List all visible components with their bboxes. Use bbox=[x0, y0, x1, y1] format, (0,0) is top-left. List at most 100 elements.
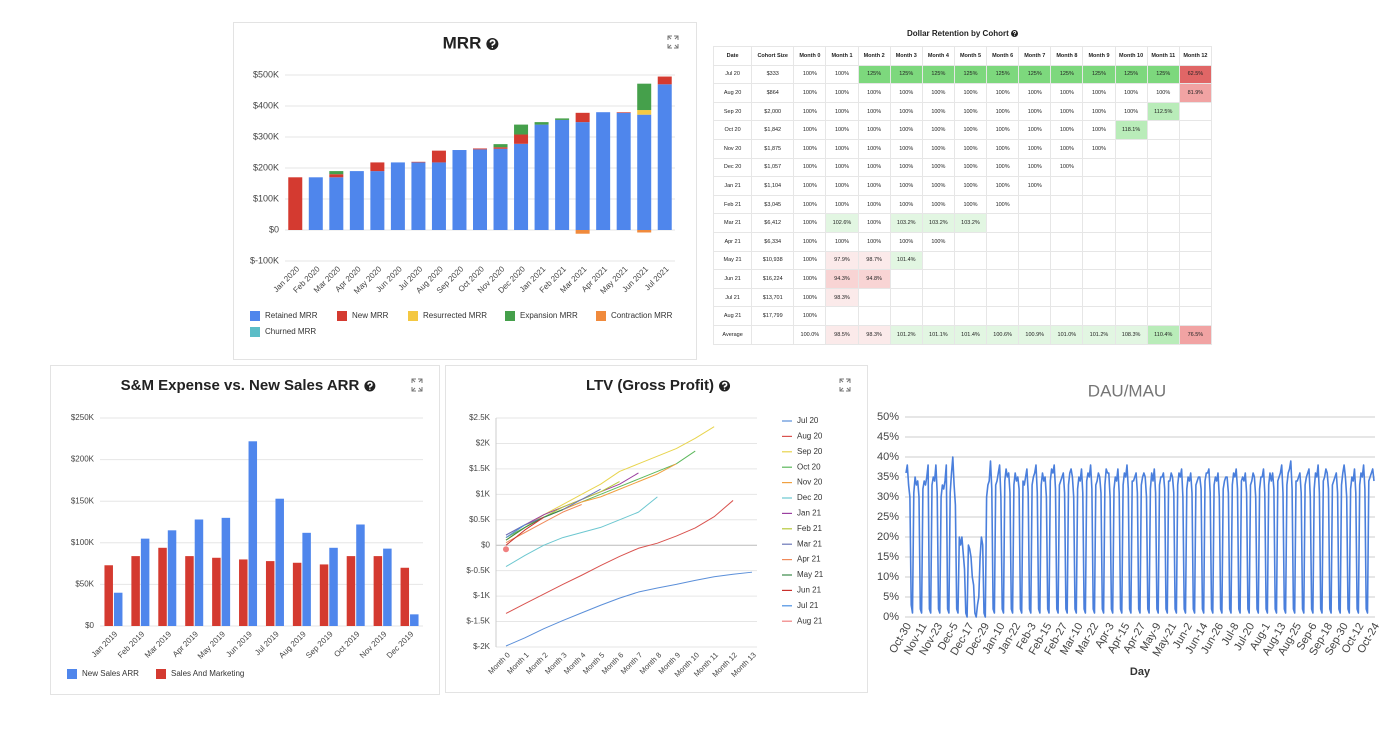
column-header: Month 9 bbox=[1082, 46, 1116, 66]
y-tick-label: 40% bbox=[877, 451, 899, 463]
legend-label: Expansion MRR bbox=[520, 311, 578, 320]
bar bbox=[275, 498, 284, 626]
expand-icon[interactable] bbox=[839, 378, 851, 392]
table-cell bbox=[1178, 138, 1213, 159]
bar-segment bbox=[390, 162, 405, 230]
bar-segment bbox=[514, 124, 529, 135]
legend-label: Sep 20 bbox=[797, 447, 823, 456]
table-cell: Jul 20 bbox=[712, 64, 753, 85]
bar bbox=[131, 556, 140, 626]
table-cell: 100% bbox=[986, 157, 1020, 178]
table-cell: 100% bbox=[921, 231, 955, 252]
table-cell: 100% bbox=[986, 176, 1020, 196]
bar-segment bbox=[637, 114, 652, 230]
bar bbox=[329, 547, 338, 626]
table-cell: 100% bbox=[1018, 101, 1052, 122]
table-cell: 100% bbox=[1082, 101, 1116, 122]
legend-label: Feb 21 bbox=[797, 524, 822, 533]
table-cell: 103.2% bbox=[921, 213, 955, 233]
table-cell: 125% bbox=[857, 64, 891, 85]
help-icon[interactable] bbox=[364, 380, 376, 392]
table-cell: 100% bbox=[1114, 83, 1148, 103]
table-cell: 100% bbox=[857, 231, 891, 252]
y-tick-label: 30% bbox=[877, 491, 899, 503]
table-cell bbox=[1050, 250, 1084, 271]
expand-icon[interactable] bbox=[411, 378, 423, 392]
y-tick-label: $-0.5K bbox=[466, 566, 490, 575]
table-cell bbox=[986, 250, 1020, 271]
table-cell: Sep 20 bbox=[712, 101, 753, 122]
table-cell bbox=[986, 306, 1020, 326]
table-cell: 100% bbox=[793, 138, 827, 159]
table-title: Dollar Retention by Cohort bbox=[906, 29, 1009, 38]
table-row: Jan 21 $1,104 100% 100% 100% 100% 100% 100% 100%… bbox=[712, 176, 1213, 196]
table-cell: 100% bbox=[889, 176, 923, 196]
table-cell: 100% bbox=[986, 138, 1020, 159]
table-cell: 100% bbox=[953, 194, 988, 215]
table-cell: 100% bbox=[953, 120, 988, 140]
table-cell bbox=[889, 287, 923, 308]
column-header: Month 2 bbox=[857, 46, 891, 66]
legend-swatch bbox=[505, 311, 515, 321]
y-tick-label: $400K bbox=[253, 100, 279, 110]
legend-label: Churned MRR bbox=[265, 327, 316, 336]
table-cell: $13,701 bbox=[751, 287, 795, 308]
table-cell bbox=[986, 231, 1020, 252]
table-cell bbox=[751, 324, 795, 345]
y-tick-label: $-1K bbox=[473, 591, 491, 600]
table-cell: 100% bbox=[889, 157, 923, 178]
bar bbox=[194, 519, 204, 626]
table-cell: 103.2% bbox=[953, 213, 988, 233]
y-tick-label: 45% bbox=[877, 431, 899, 443]
help-icon[interactable] bbox=[1011, 30, 1018, 37]
table-cell: 100% bbox=[1018, 138, 1052, 159]
table-cell: 100% bbox=[793, 231, 827, 252]
column-header: Month 4 bbox=[921, 46, 955, 66]
table-cell: 100% bbox=[793, 120, 827, 140]
bar-segment bbox=[575, 230, 590, 234]
legend-swatch bbox=[67, 669, 77, 679]
bar-segment bbox=[288, 177, 303, 230]
table-cell bbox=[1050, 176, 1084, 196]
bar-segment bbox=[411, 161, 426, 163]
table-cell bbox=[1114, 213, 1148, 233]
bar-segment bbox=[514, 134, 529, 144]
table-cell: 125% bbox=[1050, 64, 1084, 85]
data-line bbox=[505, 516, 545, 546]
table-cell: 100% bbox=[921, 176, 955, 196]
table-cell: 100% bbox=[857, 138, 891, 159]
y-tick-label: $2K bbox=[476, 439, 491, 448]
bar bbox=[302, 532, 311, 626]
table-cell bbox=[1146, 194, 1180, 215]
table-cell: 100% bbox=[793, 250, 827, 271]
table-cell bbox=[1050, 306, 1084, 326]
table-cell: 100% bbox=[1018, 83, 1052, 103]
table-row: Mar 21 $6,412 100% 102.6% 100% 103.2% 103.2% 10… bbox=[712, 213, 1213, 233]
table-cell: 100.9% bbox=[1018, 324, 1052, 345]
table-cell: 102.6% bbox=[825, 213, 859, 233]
table-row: Oct 20 $1,842 100% 100% 100% 100% 100% 100% 100%… bbox=[712, 120, 1213, 140]
table-cell bbox=[921, 306, 955, 326]
table-cell bbox=[1114, 306, 1148, 326]
table-cell: 100% bbox=[1018, 157, 1052, 178]
chart-title: DAU/MAU bbox=[1088, 381, 1166, 400]
expand-icon[interactable] bbox=[667, 35, 679, 49]
table-cell bbox=[1114, 269, 1148, 289]
table-cell: 100% bbox=[825, 231, 859, 252]
legend-label: Aug 21 bbox=[797, 616, 823, 625]
cohort-table-panel: Dollar Retention by Cohort Date Cohort Si… bbox=[712, 22, 1213, 348]
bar-segment bbox=[637, 110, 652, 115]
table-cell: 98.3% bbox=[825, 287, 859, 308]
help-icon[interactable] bbox=[719, 380, 731, 392]
table-cell: 100% bbox=[1082, 83, 1116, 103]
table-cell: 100% bbox=[986, 194, 1020, 215]
table-cell: 100% bbox=[793, 176, 827, 196]
bar-segment bbox=[411, 162, 426, 230]
bar bbox=[221, 517, 231, 626]
column-header: Month 10 bbox=[1114, 46, 1148, 66]
table-cell: 100% bbox=[1050, 157, 1084, 178]
help-icon[interactable] bbox=[486, 38, 499, 50]
table-row: Average 100.0% 98.5% 98.3% 101.2% 101.1% 101.4… bbox=[712, 324, 1213, 345]
bar-segment bbox=[596, 112, 611, 230]
